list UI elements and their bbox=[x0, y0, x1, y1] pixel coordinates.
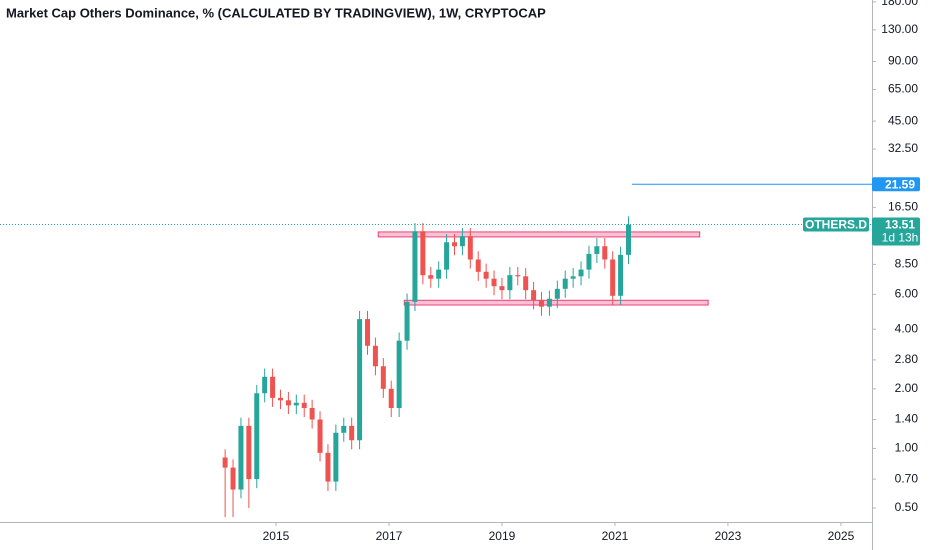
candle-body bbox=[578, 269, 584, 277]
symbol-label: OTHERS.D bbox=[805, 218, 867, 232]
candle-body bbox=[412, 231, 418, 302]
candle-body bbox=[610, 259, 616, 296]
candle-body bbox=[491, 278, 497, 287]
candle-body bbox=[230, 467, 236, 490]
candle-body bbox=[277, 397, 283, 401]
candle-body bbox=[364, 319, 370, 346]
candle-body bbox=[254, 393, 260, 480]
y-tick-label: 1.40 bbox=[895, 412, 919, 426]
zone-rectangle bbox=[377, 231, 701, 238]
y-tick-label: 4.00 bbox=[895, 321, 919, 335]
candle-body bbox=[380, 366, 386, 389]
last-price-label: 13.51 bbox=[885, 218, 915, 232]
candle-body bbox=[436, 269, 442, 279]
y-tick-label: 16.50 bbox=[888, 200, 918, 214]
y-tick-label: 90.00 bbox=[888, 54, 918, 68]
candle-body bbox=[372, 345, 378, 367]
candle-body bbox=[301, 402, 307, 409]
x-tick-label: 2015 bbox=[263, 529, 290, 543]
chart-title: Market Cap Others Dominance, % (CALCULAT… bbox=[6, 5, 546, 20]
candle-body bbox=[420, 231, 426, 276]
candle-body bbox=[602, 246, 608, 260]
candle-body bbox=[507, 275, 513, 291]
x-tick-label: 2019 bbox=[489, 529, 516, 543]
candle-body bbox=[586, 253, 592, 270]
candle-body bbox=[546, 298, 552, 307]
candle-body bbox=[562, 278, 568, 289]
candle-body bbox=[554, 288, 560, 299]
candle-body bbox=[594, 246, 600, 254]
last-price-box bbox=[872, 217, 920, 246]
y-tick-label: 65.00 bbox=[888, 82, 918, 96]
candle-body bbox=[246, 425, 252, 480]
x-tick-label: 2023 bbox=[715, 529, 742, 543]
y-tick-label: 0.70 bbox=[895, 471, 919, 485]
candle-body bbox=[333, 432, 339, 482]
candle-body bbox=[475, 259, 481, 272]
x-tick-label: 2025 bbox=[828, 529, 855, 543]
candle-body bbox=[523, 276, 529, 291]
candle-body bbox=[459, 236, 465, 247]
candle-body bbox=[349, 425, 355, 441]
candle-body bbox=[531, 290, 537, 301]
candle-body bbox=[293, 402, 299, 406]
symbol-box bbox=[803, 217, 869, 232]
candle-body bbox=[499, 286, 505, 291]
candle-body bbox=[309, 408, 315, 420]
candle-body bbox=[444, 242, 450, 270]
candle-body bbox=[483, 271, 489, 279]
candle-body bbox=[388, 388, 394, 409]
x-tick-label: 2021 bbox=[602, 529, 629, 543]
x-tick-label: 2017 bbox=[376, 529, 403, 543]
y-tick-label: 32.50 bbox=[888, 141, 918, 155]
candle-body bbox=[452, 242, 458, 247]
candle-body bbox=[515, 275, 521, 277]
y-tick-label: 130.00 bbox=[881, 22, 918, 36]
countdown-label: 1d 13h bbox=[882, 231, 919, 245]
candle-body bbox=[626, 224, 632, 255]
candle-body bbox=[357, 319, 363, 441]
candle-body bbox=[325, 452, 331, 482]
ray-price-box bbox=[872, 177, 920, 192]
y-tick-label: 6.00 bbox=[895, 287, 919, 301]
candle-body bbox=[317, 419, 323, 453]
candle-body bbox=[222, 457, 228, 468]
candle-body bbox=[396, 340, 402, 409]
y-tick-label: 0.50 bbox=[895, 500, 919, 514]
candle-body bbox=[238, 425, 244, 490]
y-tick-label: 2.80 bbox=[895, 352, 919, 366]
y-tick-label: 1.00 bbox=[895, 441, 919, 455]
candle-body bbox=[618, 254, 624, 296]
ray-price-label: 21.59 bbox=[885, 177, 915, 191]
candle-body bbox=[428, 275, 434, 279]
candle-body bbox=[285, 400, 291, 406]
y-tick-label: 8.50 bbox=[895, 257, 919, 271]
zone-rectangle bbox=[403, 299, 709, 306]
y-tick-label: 45.00 bbox=[888, 113, 918, 127]
candle-body bbox=[262, 376, 268, 394]
candle-body bbox=[467, 236, 473, 260]
candle-body bbox=[404, 301, 410, 341]
candle-body bbox=[539, 300, 545, 307]
candle-body bbox=[341, 425, 347, 433]
candle-body bbox=[570, 276, 576, 279]
y-tick-label: 180.00 bbox=[881, 0, 918, 8]
candle-body bbox=[270, 376, 276, 398]
y-tick-label: 2.00 bbox=[895, 381, 919, 395]
